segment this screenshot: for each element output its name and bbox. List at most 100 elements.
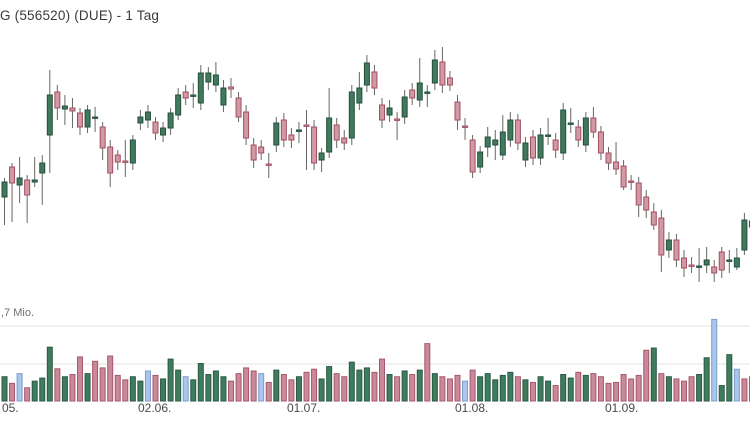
volume-bar[interactable]	[424, 343, 431, 402]
candle[interactable]	[333, 124, 340, 141]
candle[interactable]	[182, 91, 189, 99]
candle[interactable]	[439, 61, 446, 86]
volume-bar[interactable]	[371, 371, 378, 402]
candle[interactable]	[514, 119, 521, 144]
volume-bar[interactable]	[643, 349, 650, 402]
volume-bar[interactable]	[582, 374, 589, 402]
candle[interactable]	[265, 163, 272, 166]
candle[interactable]	[590, 117, 597, 133]
candle[interactable]	[235, 97, 242, 118]
volume-bar[interactable]	[733, 368, 740, 402]
volume-bar[interactable]	[484, 373, 491, 402]
volume-bar[interactable]	[61, 376, 68, 402]
volume-bar[interactable]	[469, 369, 476, 402]
volume-bar[interactable]	[318, 378, 325, 402]
volume-bar[interactable]	[220, 376, 227, 402]
volume-bar[interactable]	[144, 370, 151, 402]
volume-bar[interactable]	[386, 374, 393, 402]
volume-bar[interactable]	[431, 373, 438, 402]
candle[interactable]	[303, 124, 310, 127]
candle[interactable]	[280, 119, 287, 141]
volume-bar[interactable]	[545, 380, 552, 402]
volume-bar[interactable]	[514, 376, 521, 402]
volume-bar[interactable]	[696, 374, 703, 402]
candle[interactable]	[394, 118, 401, 121]
candle[interactable]	[597, 131, 604, 154]
volume-bar[interactable]	[77, 356, 83, 402]
volume-bar[interactable]	[530, 381, 536, 402]
candle[interactable]	[711, 266, 718, 274]
volume-bar[interactable]	[137, 380, 144, 402]
candle[interactable]	[258, 146, 265, 154]
candle[interactable]	[152, 121, 159, 134]
candle[interactable]	[175, 94, 182, 116]
candle[interactable]	[243, 111, 250, 139]
volume-bar[interactable]	[280, 374, 287, 402]
volume-bar[interactable]	[24, 387, 31, 402]
candle[interactable]	[696, 265, 703, 268]
candle[interactable]	[228, 86, 234, 90]
volume-bar[interactable]	[356, 369, 363, 402]
candle[interactable]	[99, 126, 106, 149]
candle[interactable]	[250, 144, 257, 161]
candle[interactable]	[477, 151, 484, 168]
volume-bar[interactable]	[243, 367, 250, 402]
volume-bar[interactable]	[567, 377, 574, 402]
volume-bar[interactable]	[575, 371, 582, 402]
candle[interactable]	[341, 137, 348, 144]
candle[interactable]	[530, 136, 536, 159]
candle[interactable]	[446, 77, 453, 86]
candle[interactable]	[522, 142, 529, 161]
candle[interactable]	[605, 152, 612, 164]
volume-bar[interactable]	[250, 370, 257, 402]
candle[interactable]	[122, 160, 129, 163]
candle[interactable]	[575, 126, 582, 141]
volume-bar[interactable]	[552, 385, 559, 402]
candle[interactable]	[582, 117, 589, 146]
candle[interactable]	[416, 82, 423, 101]
volume-bar[interactable]	[16, 373, 23, 402]
candle[interactable]	[363, 62, 370, 86]
volume-bar[interactable]	[341, 376, 348, 402]
volume-bar[interactable]	[665, 376, 672, 402]
candle[interactable]	[431, 59, 438, 84]
candle[interactable]	[552, 139, 559, 151]
volume-bar[interactable]	[129, 376, 136, 402]
candle[interactable]	[318, 152, 325, 161]
candle[interactable]	[409, 89, 416, 99]
candle[interactable]	[537, 134, 544, 159]
candle[interactable]	[454, 101, 461, 121]
candle[interactable]	[16, 177, 23, 186]
candle[interactable]	[628, 180, 635, 183]
volume-bar[interactable]	[681, 380, 687, 402]
volume-bar[interactable]	[416, 369, 423, 402]
candle[interactable]	[288, 134, 295, 141]
candle[interactable]	[469, 139, 476, 173]
volume-bar[interactable]	[212, 370, 219, 402]
candle[interactable]	[401, 96, 408, 118]
volume-bar[interactable]	[273, 369, 280, 402]
volume-bar[interactable]	[379, 358, 385, 402]
volume-bar[interactable]	[182, 376, 189, 402]
volume-bar[interactable]	[703, 357, 710, 402]
candle[interactable]	[31, 179, 38, 183]
candle[interactable]	[9, 166, 16, 184]
candle[interactable]	[688, 264, 695, 267]
volume-bar[interactable]	[741, 378, 748, 402]
volume-bar[interactable]	[439, 376, 446, 402]
volume-bar[interactable]	[401, 370, 408, 402]
candle[interactable]	[356, 87, 363, 104]
volume-bar[interactable]	[605, 382, 612, 402]
candle[interactable]	[273, 122, 280, 146]
candle[interactable]	[46, 94, 53, 136]
volume-bar[interactable]	[620, 374, 627, 402]
candle[interactable]	[205, 72, 212, 83]
candle[interactable]	[61, 105, 68, 110]
volume-bar[interactable]	[235, 373, 242, 402]
volume-bar[interactable]	[326, 366, 333, 402]
volume-bar[interactable]	[522, 379, 529, 402]
candle[interactable]	[1, 181, 8, 198]
candle[interactable]	[39, 162, 46, 174]
candle[interactable]	[348, 91, 355, 139]
